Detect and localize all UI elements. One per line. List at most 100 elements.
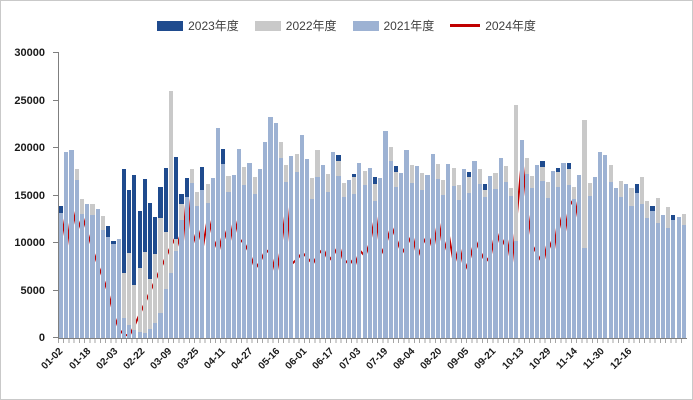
bar-column: [671, 53, 676, 338]
x-axis: 01-02 01-18 02-03 02-22 03-09 03-25 04-11 04-27…: [40, 346, 686, 394]
bar-2021: [294, 171, 299, 338]
y-axis-tick-label: 20000: [14, 142, 45, 154]
bar-column: [284, 53, 289, 338]
bar-2022: [153, 254, 158, 338]
bar-column: [493, 53, 498, 338]
x-axis-tick-label: 02-22: [121, 346, 147, 372]
bar-2021: [645, 218, 650, 338]
bar-2021: [414, 166, 420, 338]
bar-column: [158, 53, 163, 338]
bar-column: [325, 53, 331, 338]
x-axis-tick-label: 05-16: [256, 346, 283, 372]
bar-2021: [252, 193, 257, 338]
x-axis-tick-label: 06-17: [310, 346, 337, 372]
bar-column: [467, 53, 472, 338]
bar-2021: [64, 151, 69, 338]
bar-column: [95, 53, 100, 338]
bar-2022: [158, 218, 163, 338]
bar-column: [383, 53, 388, 338]
bar-column: [252, 53, 257, 338]
bar-2021: [666, 227, 671, 338]
y-axis-tick: [53, 52, 59, 53]
legend-item-2021[interactable]: 2021年度: [352, 17, 434, 34]
bar-2021: [435, 179, 440, 338]
bar-2023: [121, 168, 126, 338]
bar-column: [650, 53, 655, 338]
legend-item-2024[interactable]: 2024年度: [450, 17, 536, 34]
bar-2021: [472, 161, 477, 338]
legend-label-2023: 2023年度: [188, 19, 239, 33]
bar-column: [257, 53, 263, 338]
y-axis-tick-label: 0: [38, 332, 45, 344]
bar-2021: [566, 185, 571, 338]
bar-column: [268, 53, 273, 338]
bar-column: [362, 53, 367, 338]
bar-2021: [336, 175, 341, 338]
bar-2021: [205, 203, 210, 338]
bar-2021: [467, 192, 472, 338]
bar-column: [304, 53, 310, 338]
bar-2021: [660, 215, 665, 338]
bar-2021: [603, 154, 608, 338]
bar-column: [639, 53, 645, 338]
bar-column: [226, 53, 231, 338]
bar-column: [341, 53, 346, 338]
bar-2021: [488, 175, 493, 338]
bar-column: [498, 53, 503, 338]
bar-2021: [634, 192, 639, 338]
bar-2021: [74, 180, 79, 338]
bar-column: [247, 53, 252, 338]
bar-2021: [289, 155, 294, 338]
bar-2021: [550, 170, 556, 338]
x-axis-tick-label: 08-04: [391, 346, 418, 372]
legend-item-2023[interactable]: 2023年度: [157, 17, 239, 34]
bar-2021: [493, 188, 498, 338]
bar-2022: [582, 119, 587, 338]
x-axis-tick-label: 07-03: [337, 346, 364, 372]
y-axis-tick-label: 10000: [14, 237, 45, 249]
bar-2021: [310, 199, 315, 338]
bar-column: [477, 53, 482, 338]
bar-2021: [59, 212, 64, 338]
bar-2021: [509, 196, 514, 338]
bar-2021: [184, 197, 189, 338]
bar-2021: [210, 178, 215, 338]
x-axis-ticks: [58, 339, 686, 343]
legend-item-2022[interactable]: 2022年度: [254, 17, 337, 34]
bar-2021: [477, 184, 482, 338]
bar-2021: [592, 176, 597, 338]
x-axis-tick-label: 09-21: [472, 346, 499, 372]
bar-2021: [357, 163, 362, 338]
bar-column: [666, 53, 671, 338]
bar-column: [121, 53, 126, 338]
legend-line-2024-icon: [450, 24, 481, 27]
bar-2021: [221, 164, 226, 338]
bar-column: [294, 53, 299, 338]
bar-2021: [383, 130, 388, 338]
y-axis-tick: [53, 147, 59, 148]
bar-2021: [168, 273, 174, 338]
bar-2021: [681, 224, 686, 338]
bar-column: [629, 53, 634, 338]
y-axis-tick: [53, 289, 59, 291]
bar-2021: [409, 183, 414, 338]
bar-column: [545, 53, 550, 338]
bar-column: [69, 53, 74, 338]
bar-column: [90, 53, 95, 338]
bar-column: [74, 53, 79, 338]
bar-2021: [629, 205, 634, 338]
bar-2021: [378, 178, 383, 338]
bar-2021: [278, 158, 283, 338]
bar-column: [425, 53, 430, 338]
bar-2021: [163, 288, 168, 338]
bar-2021: [362, 185, 367, 338]
x-axis-tick-label: 10-29: [527, 346, 553, 372]
bar-column: [346, 53, 351, 338]
bar-2021: [284, 182, 289, 338]
bar-2021: [179, 220, 184, 338]
bar-2021: [132, 330, 137, 338]
bar-2021: [367, 167, 372, 338]
bar-2022: [514, 105, 519, 338]
bar-column: [404, 53, 409, 338]
